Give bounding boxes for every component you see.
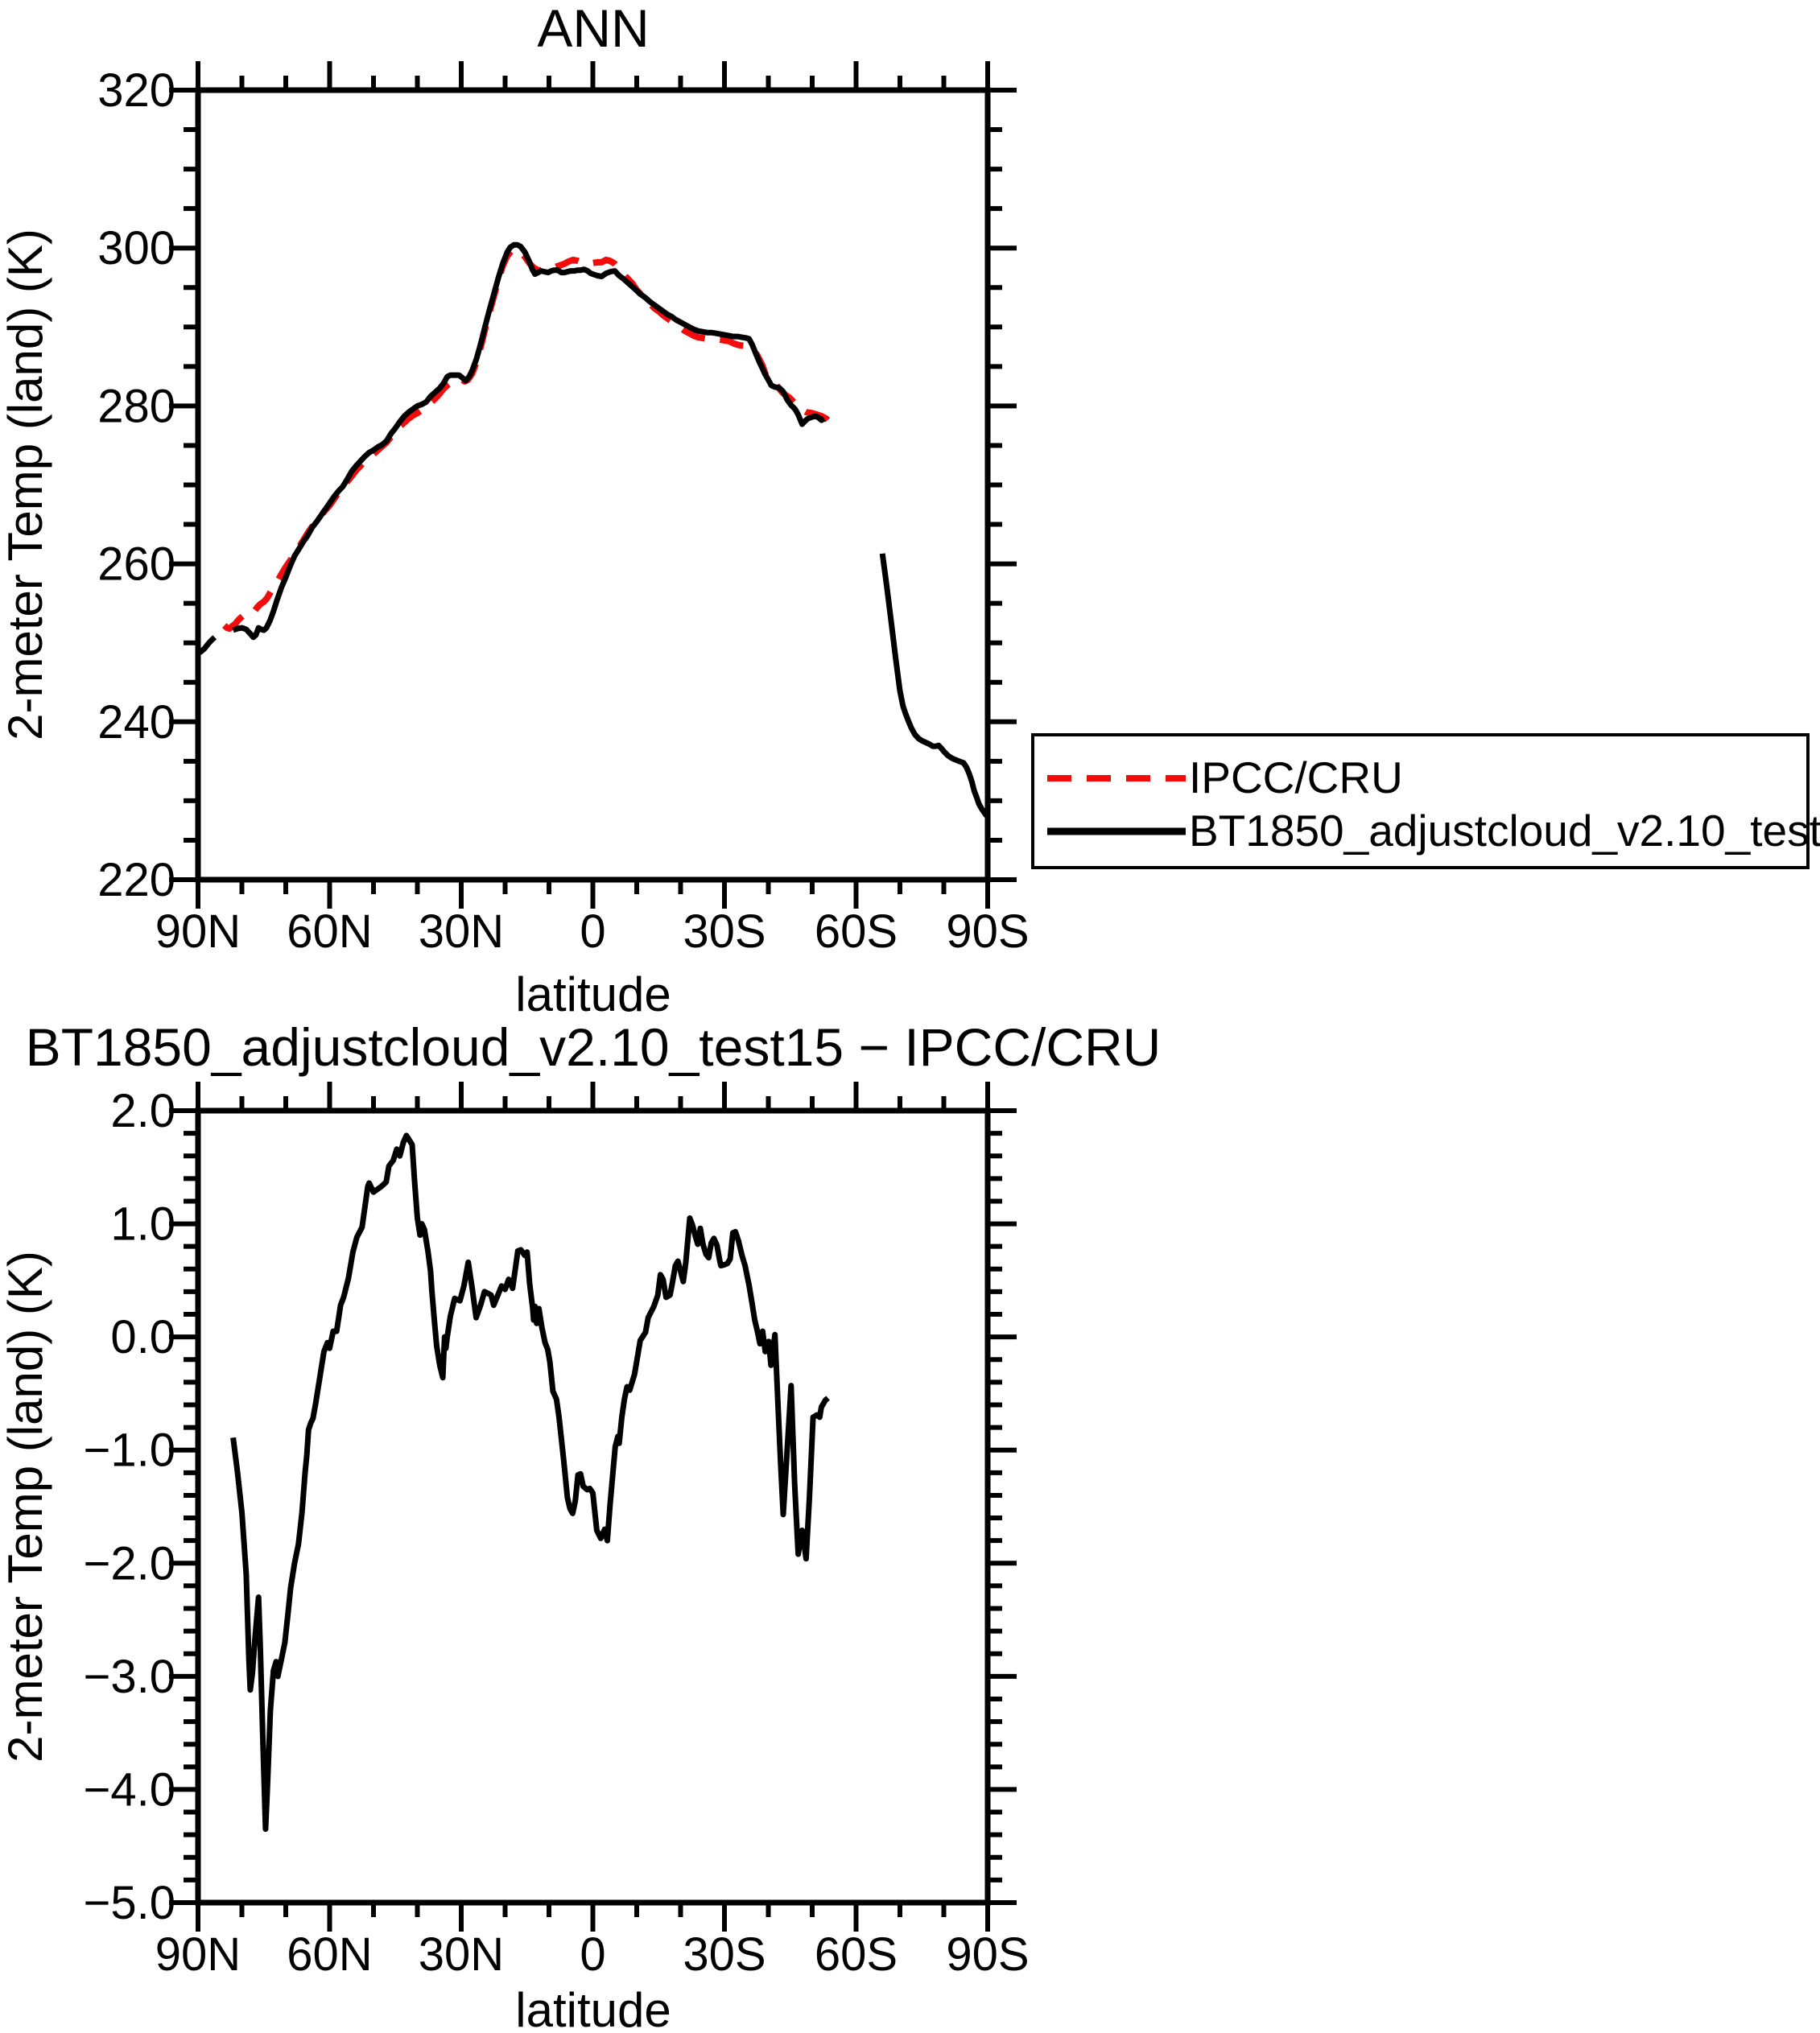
series-bt1850-adjustcloud-v2-10-test15-minus-ipcc-cru: [230, 1132, 830, 1833]
y-tick-label: −4.0: [84, 1763, 176, 1816]
x-tick-label: 0: [580, 905, 605, 958]
x-tick-label: 90S: [946, 905, 1029, 958]
x-tick-label: 30N: [419, 1928, 504, 1981]
top-axes: 90N 60N 30N 0 30S 60S 90S 220 240 260 280 300 320: [97, 61, 1030, 958]
x-tick-label: 90N: [155, 905, 241, 958]
y-tick-label: 0.0: [110, 1311, 175, 1363]
x-tick-label: 0: [580, 1928, 605, 1981]
top-panel: ANN 2-meter Temp (land) (K) latitude 90N…: [0, 0, 1820, 1021]
series-bt1850-adjustcloud-v2-10-test15: [196, 635, 217, 656]
y-tick-label: 300: [97, 222, 175, 274]
y-tick-label: 2.0: [110, 1085, 175, 1137]
y-tick-label: −1.0: [84, 1425, 176, 1477]
y-tick-label: −5.0: [84, 1877, 176, 1929]
y-tick-label: 280: [97, 380, 175, 432]
bottom-x-axis-title: latitude: [515, 1983, 671, 2033]
x-tick-label: 60N: [287, 1928, 372, 1981]
x-tick-label: 30N: [419, 905, 504, 958]
bottom-series: [230, 1132, 830, 1833]
y-tick-label: 220: [97, 854, 175, 906]
top-x-axis-title: latitude: [515, 967, 671, 1021]
x-tick-label: 30S: [683, 1928, 766, 1981]
series-bt1850-adjustcloud-v2-10-test15: [232, 241, 826, 641]
legend-box: [1031, 733, 1810, 869]
plot-frame: [195, 87, 991, 883]
bottom-y-axis-title: 2-meter Temp (land) (K): [0, 1251, 52, 1763]
y-tick-label: 240: [97, 696, 175, 748]
bottom-panel-title: BT1850_adjustcloud_v2.10_test15 − IPCC/C…: [26, 1017, 1162, 1077]
legend-label: BT1850_adjustcloud_v2.10_test15: [1189, 806, 1820, 856]
bottom-panel: BT1850_adjustcloud_v2.10_test15 − IPCC/C…: [0, 1017, 1161, 2033]
top-series: [196, 241, 989, 819]
top-panel-title: ANN: [537, 0, 649, 58]
x-tick-label: 30S: [683, 905, 766, 958]
bottom-axes: 90N 60N 30N 0 30S 60S 90S −5.0 −4.0 −3.0 −2.0 −1.0 0…: [84, 1082, 1030, 1981]
top-y-axis-title: 2-meter Temp (land) (K): [0, 229, 52, 740]
x-tick-label: 60N: [287, 905, 372, 958]
x-tick-label: 90S: [946, 1928, 1029, 1981]
y-tick-label: 320: [97, 64, 175, 117]
series-bt1850-adjustcloud-v2-10-test15: [879, 553, 989, 819]
y-tick-label: −3.0: [84, 1651, 176, 1703]
x-tick-label: 60S: [815, 1928, 898, 1981]
y-tick-label: 260: [97, 538, 175, 591]
legend-label: IPCC/CRU: [1189, 753, 1403, 802]
y-tick-label: −2.0: [84, 1537, 176, 1590]
x-tick-label: 90N: [155, 1928, 241, 1981]
x-tick-label: 60S: [815, 905, 898, 958]
series-ipcc-cru: [222, 246, 834, 632]
y-tick-label: 1.0: [110, 1198, 175, 1251]
